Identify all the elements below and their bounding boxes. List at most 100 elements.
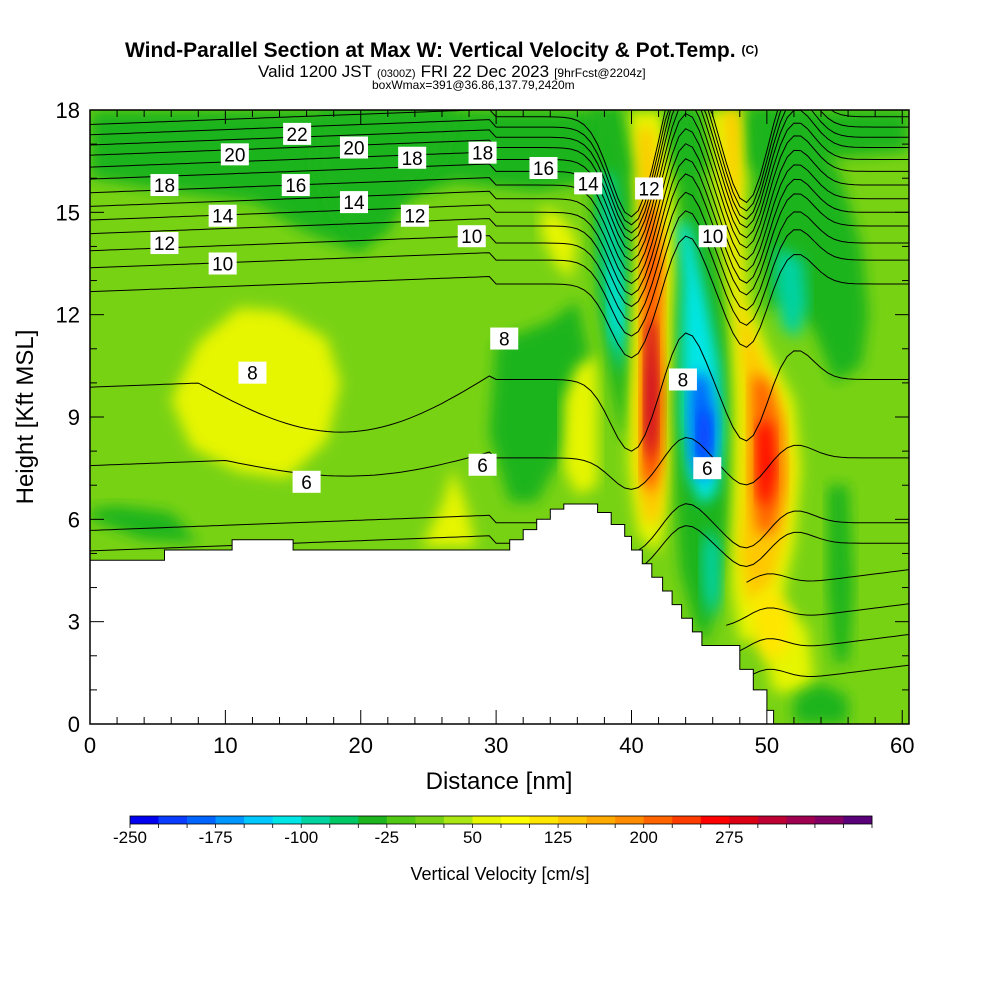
contour-label-text: 18 bbox=[472, 144, 493, 165]
colorbar-swatch bbox=[558, 816, 587, 824]
colorbar-swatch bbox=[358, 816, 388, 824]
y-tick-label: 6 bbox=[68, 507, 80, 532]
contour-label: 8 bbox=[668, 368, 697, 391]
y-tick-label: 12 bbox=[56, 303, 80, 328]
contour-label-box bbox=[635, 177, 664, 200]
contour-label-box bbox=[283, 122, 312, 145]
contour-label-text: 16 bbox=[533, 159, 554, 180]
contour-label-box bbox=[668, 368, 697, 391]
colorbar-swatch bbox=[786, 816, 816, 824]
colorbar-label: Vertical Velocity [cm/s] bbox=[410, 864, 589, 884]
chart-subtitle: Valid 1200 JST (0300Z) FRI 22 Dec 2023 [9hr… bbox=[258, 62, 646, 81]
theta-contour bbox=[90, 503, 909, 553]
contour-label-box bbox=[400, 204, 429, 227]
theta-contour bbox=[90, 110, 909, 234]
colorbar-tick-label: 50 bbox=[463, 828, 482, 847]
contour-label-box bbox=[238, 361, 267, 384]
contour-label-box bbox=[468, 453, 497, 476]
colorbar-tick-label: -175 bbox=[199, 828, 233, 847]
contour-label-text: 12 bbox=[404, 207, 425, 228]
colorbar-swatch bbox=[814, 816, 844, 824]
w-region-28 bbox=[750, 587, 792, 663]
contour-label: 22 bbox=[283, 122, 312, 146]
theta-contour bbox=[90, 525, 909, 571]
contour-label-text: 20 bbox=[343, 139, 364, 160]
colorbar-tick-label: 275 bbox=[715, 828, 743, 847]
contour-label: 18 bbox=[150, 174, 179, 197]
contour-label: 14 bbox=[208, 204, 237, 228]
x-tick-label: 0 bbox=[84, 733, 96, 758]
colorbar-swatch bbox=[187, 816, 216, 824]
contour-label: 16 bbox=[281, 174, 310, 197]
colorbar-swatch bbox=[158, 816, 188, 824]
colorbar-swatch bbox=[215, 816, 245, 824]
y-tick-label: 9 bbox=[68, 405, 80, 430]
contour-label-text: 6 bbox=[477, 456, 488, 477]
contour-label-box bbox=[693, 457, 722, 480]
theta-contour bbox=[90, 173, 909, 307]
contour-label: 6 bbox=[693, 457, 722, 480]
axes: 0 10 20 30 40 50 60 0 3 6 9 12 15 18 bbox=[56, 98, 915, 758]
colorbar-swatch bbox=[472, 816, 502, 824]
x-tick-label: 10 bbox=[213, 733, 237, 758]
contour-label-text: 14 bbox=[578, 174, 600, 195]
w-region-14 bbox=[645, 321, 658, 465]
colorbar-swatch bbox=[700, 816, 730, 824]
contour-label-text: 6 bbox=[301, 473, 312, 494]
contour-label-text: 12 bbox=[639, 179, 660, 200]
chart-title: Wind-Parallel Section at Max W: Vertical… bbox=[125, 39, 758, 62]
w-region-2 bbox=[489, 301, 591, 503]
contour-labels: 18 20 22 20 18 18 16 14 12 16 14 12 10 14 12 10 10 8 8 8 6 6 6 bbox=[150, 122, 727, 494]
colorbar: -250 -175 -100 -25 50 125 200 275 bbox=[113, 815, 873, 847]
contour-label-box bbox=[339, 191, 368, 214]
y-tick-label: 3 bbox=[68, 610, 80, 635]
contour-label: 18 bbox=[468, 141, 497, 165]
y-axis-label: Height [Kft MSL] bbox=[12, 330, 39, 505]
contour-label-box bbox=[281, 174, 310, 197]
colorbar-tick-label: 200 bbox=[630, 828, 658, 847]
colorbar-swatch bbox=[272, 816, 302, 824]
w-region-26 bbox=[827, 485, 854, 663]
colorbar-tick-label: -250 bbox=[113, 828, 147, 847]
theta-contour bbox=[90, 332, 909, 452]
theta-contour bbox=[90, 110, 909, 226]
colorbar-tick-label: -25 bbox=[375, 828, 400, 847]
x-tick-label: 20 bbox=[349, 733, 373, 758]
colorbar-swatch bbox=[757, 816, 787, 824]
contour-label: 8 bbox=[490, 327, 519, 351]
contour-label-text: 8 bbox=[499, 330, 510, 351]
contour-label-text: 14 bbox=[343, 193, 365, 214]
contour-label-box bbox=[208, 252, 237, 275]
contour-label: 6 bbox=[292, 470, 321, 494]
contour-label: 10 bbox=[208, 252, 237, 276]
w-region-10 bbox=[608, 263, 622, 349]
contour-label-box bbox=[468, 141, 497, 164]
theta-contour-low bbox=[746, 569, 909, 583]
x-tick-label: 60 bbox=[890, 733, 914, 758]
colorbar-swatch bbox=[386, 816, 416, 824]
contour-label-box bbox=[698, 225, 727, 248]
theta-contour bbox=[90, 235, 909, 359]
contour-label: 20 bbox=[220, 143, 249, 166]
contour-label: 10 bbox=[457, 225, 486, 248]
colorbar-swatch bbox=[130, 816, 159, 824]
y-tick-label: 15 bbox=[56, 200, 80, 225]
contour-label-text: 10 bbox=[702, 227, 723, 248]
contour-label: 8 bbox=[238, 361, 267, 385]
contour-label-text: 8 bbox=[678, 370, 689, 391]
contour-label-text: 16 bbox=[285, 176, 306, 197]
contour-label-box bbox=[220, 143, 249, 166]
contour-label: 12 bbox=[635, 177, 664, 200]
contour-label: 6 bbox=[468, 453, 497, 477]
w-region-29 bbox=[793, 683, 849, 724]
contour-label-text: 18 bbox=[402, 149, 423, 170]
theta-contour bbox=[90, 112, 909, 262]
x-tick-label: 40 bbox=[619, 733, 643, 758]
colorbar-swatch bbox=[244, 816, 273, 824]
colorbar-tick-label: 125 bbox=[544, 828, 572, 847]
contour-label-text: 10 bbox=[212, 255, 233, 276]
colorbar-swatch bbox=[672, 816, 702, 824]
colorbar-swatch bbox=[415, 816, 445, 824]
contour-label-text: 6 bbox=[702, 459, 713, 480]
w-region-7 bbox=[563, 355, 598, 496]
